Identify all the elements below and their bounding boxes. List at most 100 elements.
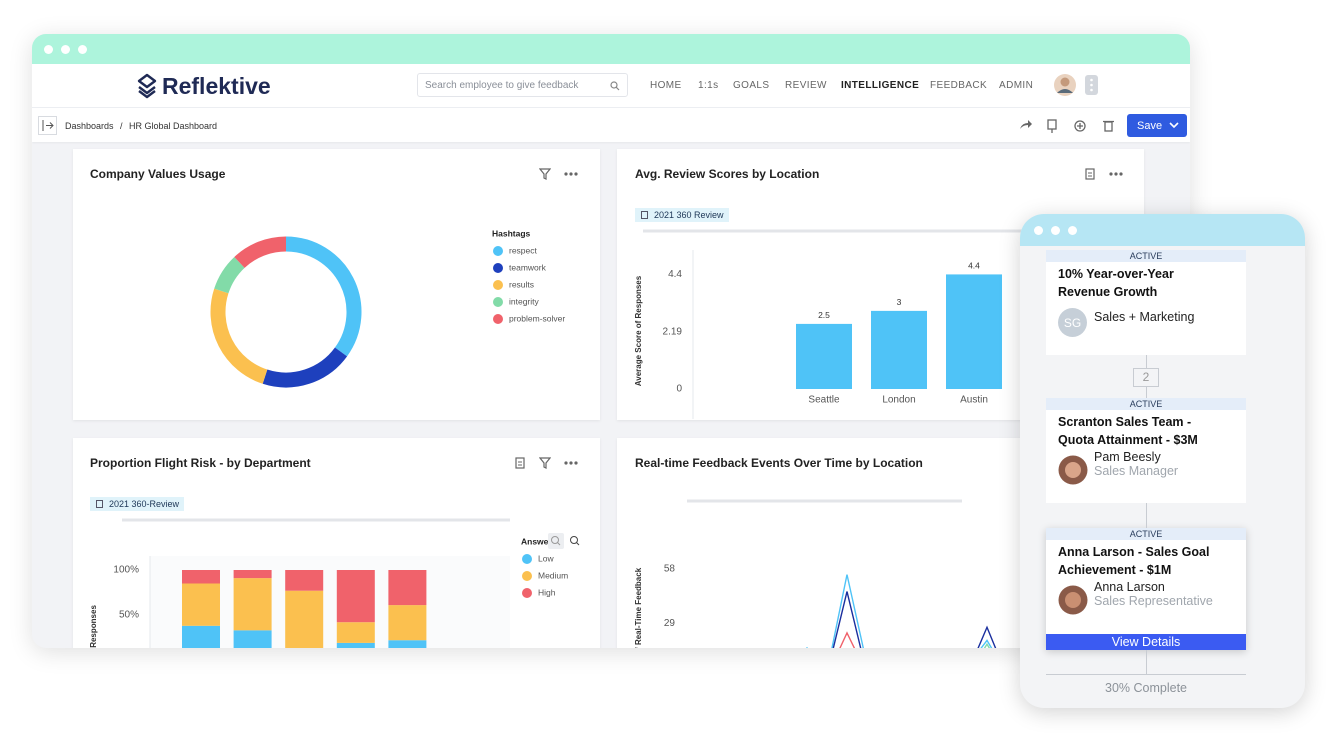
chart-card: Hashtags respect teamwork results integrity p…: [73, 149, 600, 420]
nav-item[interactable]: 1:1s: [698, 80, 719, 91]
pie-segment: [234, 236, 287, 269]
legend-label: High: [538, 587, 556, 597]
goal-status: ACTIVE: [1046, 250, 1246, 262]
line-series: [983, 642, 991, 648]
bar-segment: [388, 605, 427, 641]
pie-segment: [285, 236, 362, 357]
legend-swatch: [522, 588, 532, 598]
bar-segment: [336, 622, 375, 643]
y-axis-label: Count of Responses: [89, 605, 98, 648]
nav-item[interactable]: GOALS: [733, 80, 770, 91]
bar-segment: [285, 590, 324, 648]
more-icon[interactable]: [1109, 172, 1123, 176]
chart-title: Company Values Usage: [90, 167, 226, 181]
avatar-face: [1065, 592, 1081, 608]
legend-swatch: [493, 314, 503, 324]
pie-segment: [214, 256, 245, 294]
chart-tag: 2021 360-Review: [90, 497, 185, 511]
more-icon[interactable]: [564, 461, 578, 465]
logo-text: Reflektive: [162, 73, 271, 99]
save-label: Save: [1137, 120, 1163, 132]
goal-card[interactable]: ACTIVE Anna Larson - Sales Goal Achievemen…: [1046, 528, 1246, 650]
window-dot: [1051, 226, 1060, 235]
toolbar-icons[interactable]: [1017, 118, 1117, 134]
pie-segment: [210, 288, 268, 384]
search-box[interactable]: Search employee to give feedback: [417, 73, 628, 97]
legend-swatch: [493, 246, 503, 256]
nav-items: HOME 1:1s GOALS REVIEW INTELLIGENCE FEEDBACK A…: [32, 64, 1190, 107]
goal-card[interactable]: ACTIVE Scranton Sales Team - Quota Attainm…: [1046, 398, 1246, 503]
legend-swatch: [493, 280, 503, 290]
chart: Hashtags respect teamwork results integrity p…: [210, 228, 565, 388]
goals-panel: ACTIVE 10% Year-over-Year Revenue Growth SG…: [1020, 214, 1305, 708]
nav-item[interactable]: FEEDBACK: [930, 80, 988, 91]
avatar: [1058, 455, 1088, 485]
export-icon[interactable]: [1085, 168, 1095, 180]
filter-icon[interactable]: [539, 457, 551, 469]
user-area[interactable]: [1053, 73, 1101, 97]
logo-icon: [137, 73, 157, 99]
chart: 0 2.19 4.4 Average Score of Responses 2.5 Sea…: [634, 229, 1057, 419]
more-icon[interactable]: [564, 172, 578, 176]
doc-icon: [641, 211, 648, 219]
doc-icon: [96, 500, 103, 508]
chart-tag: 2021 360 Review: [635, 208, 729, 222]
bar-segment: [182, 583, 220, 626]
goal-card[interactable]: ACTIVE 10% Year-over-Year Revenue Growth SG…: [1046, 250, 1246, 355]
view-details-button[interactable]: View Details: [1046, 634, 1246, 650]
nav-item[interactable]: INTELLIGENCE: [841, 80, 920, 91]
bar-segment: [182, 625, 220, 648]
legend-label: teamwork: [509, 262, 547, 272]
breadcrumb-item[interactable]: Dashboards: [65, 121, 114, 131]
goal-role: Sales Representative: [1094, 594, 1213, 608]
search-placeholder: Search employee to give feedback: [425, 80, 579, 91]
bar-segment: [233, 630, 272, 648]
window-header: [32, 34, 1190, 64]
goal-title: Scranton Sales Team -: [1058, 415, 1192, 429]
avatar: SG: [1058, 308, 1087, 337]
line-series: [832, 591, 997, 648]
x-tick-label: Seattle: [808, 395, 840, 406]
goal-owner: Anna Larson: [1094, 580, 1165, 594]
y-tick-label: 0: [676, 384, 682, 395]
goal-owner: Pam Beesly: [1094, 450, 1161, 464]
goal-status: ACTIVE: [1046, 398, 1246, 410]
save-button[interactable]: Save: [1127, 114, 1187, 137]
window-dot: [1068, 226, 1077, 235]
window-dot: [1034, 226, 1043, 235]
avatar-initials: SG: [1063, 316, 1082, 330]
chart-title: Proportion Flight Risk - by Department: [90, 456, 311, 470]
goal-role: Sales Manager: [1094, 464, 1179, 478]
filter-icon[interactable]: [539, 168, 551, 180]
bar-segment: [233, 578, 272, 631]
goal-title: 10% Year-over-Year: [1058, 267, 1174, 281]
avatar: [1058, 585, 1088, 615]
nav-item[interactable]: HOME: [650, 80, 682, 91]
goal-title: Achievement - $1M: [1058, 563, 1172, 577]
bar-segment: [182, 570, 220, 584]
tag-text: 2021 360 Review: [654, 210, 724, 220]
export-icon[interactable]: [515, 457, 525, 469]
chart: 50% 100% Count of Responses Answer Low Medium…: [89, 518, 568, 648]
goal-title: Anna Larson - Sales Goal: [1058, 545, 1210, 559]
x-tick-label: London: [882, 395, 915, 406]
nav-item[interactable]: ADMIN: [999, 80, 1034, 91]
y-axis-label: Count of Real-Time Feedback: [634, 567, 643, 648]
search-icon: [610, 81, 620, 91]
bar-segment: [388, 570, 427, 606]
progress-rule: [1046, 674, 1246, 675]
legend-label: results: [509, 279, 534, 289]
nav-item[interactable]: REVIEW: [785, 80, 827, 91]
y-tick-label: 58: [664, 564, 676, 575]
legend-label: problem-solver: [509, 313, 565, 323]
breadcrumb-item: /: [120, 121, 123, 131]
zoom-icons[interactable]: [548, 533, 584, 549]
breadcrumb-item[interactable]: HR Global Dashboard: [129, 121, 218, 131]
sidebar-toggle[interactable]: [38, 116, 57, 135]
legend-swatch: [493, 297, 503, 307]
step-badge: 2: [1133, 368, 1159, 387]
x-tick-label: Austin: [960, 395, 988, 406]
bar-segment: [336, 570, 375, 623]
bar: [946, 274, 1002, 389]
